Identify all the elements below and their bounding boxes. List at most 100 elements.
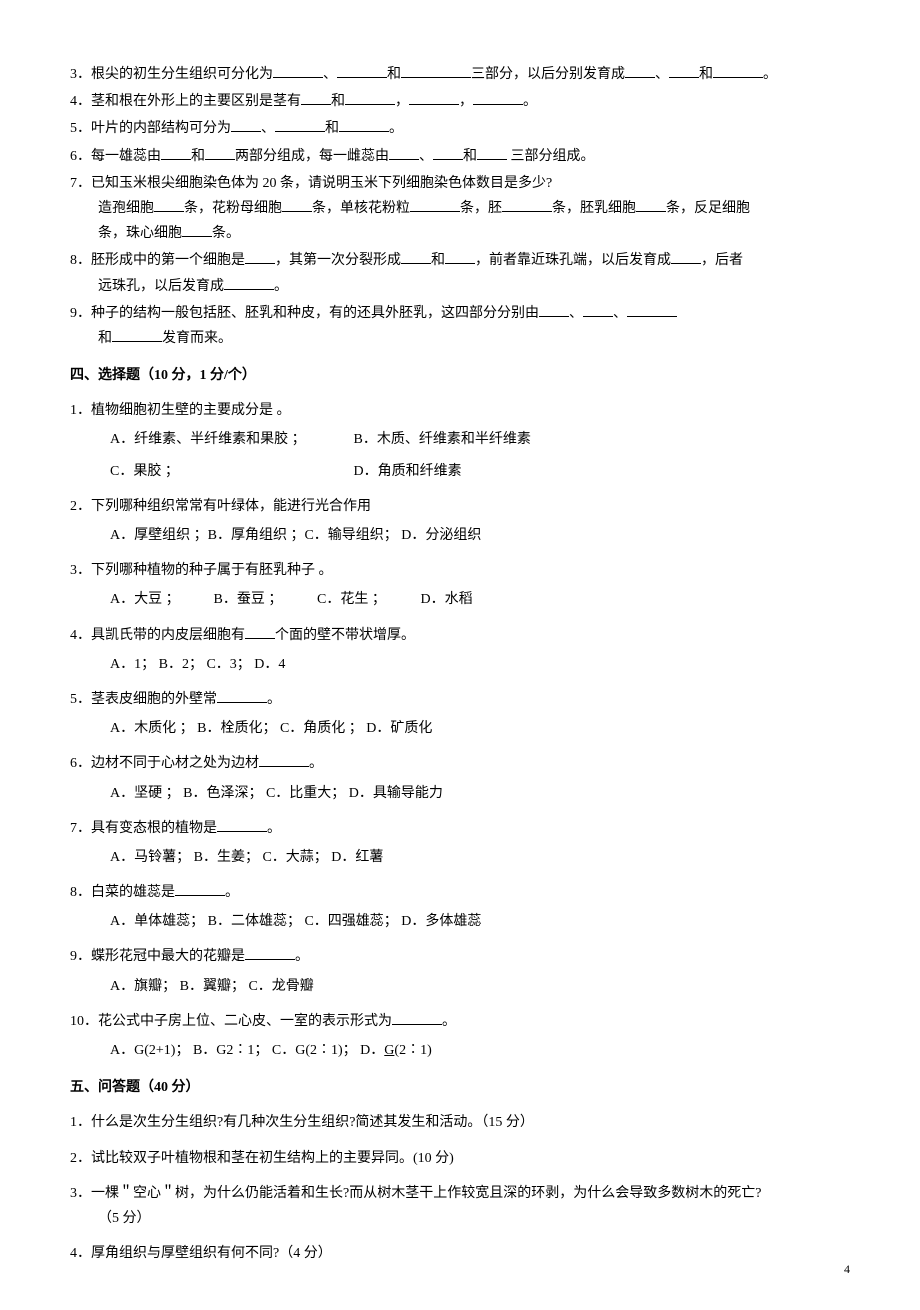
mc-q10-opts: A．G(2+1)； B．G2∶1； C．G(2∶1)； D．G(2∶1) bbox=[70, 1038, 850, 1063]
blank bbox=[410, 197, 460, 212]
essay-q2: 2．试比较双子叶植物根和茎在初生结构上的主要异同。(10 分) bbox=[70, 1146, 850, 1171]
blank bbox=[259, 752, 309, 767]
t: 。 bbox=[442, 1014, 456, 1029]
mc-q7: 7．具有变态根的植物是。 bbox=[70, 816, 850, 841]
q8-line2: 远珠孔，以后发育成 。 bbox=[70, 274, 850, 299]
opt-a: A．纤维素、半纤维素和果胶 ； bbox=[110, 427, 340, 452]
blank bbox=[154, 197, 184, 212]
t: 发育而来。 bbox=[162, 331, 232, 346]
blank bbox=[409, 90, 459, 105]
t: 3．根尖的初生分生组织可分化为 bbox=[70, 67, 273, 82]
t: 和 bbox=[98, 331, 112, 346]
q7-line2: 造孢细胞条，花粉母细胞条，单核花粉粒条，胚条，胚乳细胞条，反足细胞 bbox=[70, 196, 850, 221]
t: 。 bbox=[523, 94, 537, 109]
blank bbox=[433, 145, 463, 160]
blank bbox=[275, 117, 325, 132]
t: 条，胚乳细胞 bbox=[552, 201, 636, 216]
fill-q6: 6．每一雄蕊由和两部分组成，每一雌蕊由、和 三部分组成。 bbox=[70, 144, 850, 169]
opt-b: B．蚕豆 ； bbox=[214, 587, 304, 612]
t: 。 bbox=[389, 121, 403, 136]
t: 和 bbox=[325, 121, 339, 136]
blank bbox=[502, 197, 552, 212]
t: (2∶1) bbox=[394, 1043, 431, 1058]
mc-q3: 3．下列哪种植物的种子属于有胚乳种子 。 bbox=[70, 558, 850, 583]
mc-q5: 5．茎表皮细胞的外壁常 。 bbox=[70, 687, 850, 712]
mc-q2-opts: A．厚壁组织 ；B．厚角组织 ；C．输导组织； D．分泌组织 bbox=[70, 523, 850, 548]
essay-q1: 1．什么是次生分生组织?有几种次生分生组织?简述其发生和活动。（15 分） bbox=[70, 1110, 850, 1135]
mc-q1: 1．植物细胞初生壁的主要成分是 。 bbox=[70, 398, 850, 423]
t: 和 bbox=[463, 149, 477, 164]
t: 5．叶片的内部结构可分为 bbox=[70, 121, 231, 136]
blank bbox=[182, 222, 212, 237]
t: 。 bbox=[295, 949, 309, 964]
blank bbox=[669, 63, 699, 78]
blank bbox=[671, 249, 701, 264]
blank bbox=[583, 302, 613, 317]
blank bbox=[224, 275, 274, 290]
t: 、 bbox=[655, 67, 669, 82]
q7-line3: 条，珠心细胞条。 bbox=[70, 221, 850, 246]
opt-d-under: G bbox=[384, 1043, 394, 1058]
opt-c: C．花生 ； bbox=[317, 587, 407, 612]
t: 6．边材不同于心材之处为边材 bbox=[70, 756, 259, 771]
mc-q7-opts: A．马铃薯； B．生姜； C．大蒜； D．红薯 bbox=[70, 845, 850, 870]
opt-c: C．果胶 ； bbox=[110, 459, 340, 484]
t: 4．茎和根在外形上的主要区别是茎有 bbox=[70, 94, 301, 109]
blank bbox=[245, 945, 295, 960]
t: 、 bbox=[419, 149, 433, 164]
blank bbox=[713, 63, 763, 78]
blank bbox=[636, 197, 666, 212]
t: 、 bbox=[261, 121, 275, 136]
blank bbox=[627, 302, 677, 317]
t: 。 bbox=[763, 67, 777, 82]
t: 。 bbox=[267, 821, 281, 836]
t: 条，珠心细胞 bbox=[98, 226, 182, 241]
mc-q1-opts2: C．果胶 ； D．角质和纤维素 bbox=[70, 459, 850, 484]
t: A．G(2+1)； B．G2∶1； C．G(2∶1)； D． bbox=[110, 1043, 384, 1058]
blank bbox=[539, 302, 569, 317]
t: ，前者靠近珠孔端，以后发育成 bbox=[475, 253, 671, 268]
t: 10．花公式中子房上位、二心皮、一室的表示形式为 bbox=[70, 1014, 392, 1029]
blank bbox=[625, 63, 655, 78]
blank bbox=[339, 117, 389, 132]
t: 条，反足细胞 bbox=[666, 201, 750, 216]
fill-q7: 7．已知玉米根尖细胞染色体为 20 条，请说明玉米下列细胞染色体数目是多少? 造… bbox=[70, 171, 850, 247]
mc-q3-opts: A．大豆 ； B．蚕豆 ； C．花生 ； D．水稻 bbox=[70, 587, 850, 612]
blank bbox=[245, 249, 275, 264]
blank bbox=[205, 145, 235, 160]
blank bbox=[401, 249, 431, 264]
mc-q8: 8．白菜的雄蕊是。 bbox=[70, 880, 850, 905]
essay-q3: 3．一棵＂空心＂树，为什么仍能活着和生长?而从树木茎干上作较宽且深的环剥，为什么… bbox=[70, 1181, 850, 1231]
section5-head: 五、问答题（40 分） bbox=[70, 1075, 850, 1100]
mc-q9-opts: A．旗瓣； B．翼瓣； C．龙骨瓣 bbox=[70, 974, 850, 999]
t: 条，单核花粉粒 bbox=[312, 201, 410, 216]
fill-q8: 8．胚形成中的第一个细胞是，其第一次分裂形成和，前者靠近珠孔端，以后发育成，后者… bbox=[70, 248, 850, 298]
blank bbox=[345, 90, 395, 105]
blank bbox=[389, 145, 419, 160]
t: 远珠孔，以后发育成 bbox=[98, 279, 224, 294]
blank bbox=[217, 817, 267, 832]
t: 。 bbox=[274, 279, 288, 294]
mc-q6-opts: A．坚硬 ； B．色泽深； C．比重大； D．具输导能力 bbox=[70, 781, 850, 806]
t: 4．具凯氏带的内皮层细胞有 bbox=[70, 628, 245, 643]
t: 6．每一雄蕊由 bbox=[70, 149, 161, 164]
mc-q8-opts: A．单体雄蕊； B．二体雄蕊； C．四强雄蕊； D．多体雄蕊 bbox=[70, 909, 850, 934]
blank bbox=[161, 145, 191, 160]
t: 两部分组成，每一雌蕊由 bbox=[235, 149, 389, 164]
t: ， bbox=[459, 94, 473, 109]
opt-d: D．水稻 bbox=[421, 587, 473, 612]
t: 5．茎表皮细胞的外壁常 bbox=[70, 692, 217, 707]
blank bbox=[217, 688, 267, 703]
blank bbox=[112, 327, 162, 342]
blank bbox=[175, 881, 225, 896]
t: 三部分，以后分别发育成 bbox=[471, 67, 625, 82]
t: 、 bbox=[569, 306, 583, 321]
t: 8．胚形成中的第一个细胞是 bbox=[70, 253, 245, 268]
t: 。 bbox=[267, 692, 281, 707]
blank bbox=[401, 63, 471, 78]
t: 和 bbox=[331, 94, 345, 109]
page-number: 4 bbox=[844, 1259, 850, 1281]
t: 8．白菜的雄蕊是 bbox=[70, 885, 175, 900]
t: 个面的壁不带状增厚。 bbox=[275, 628, 415, 643]
mc-q4-opts: A．1； B．2； C．3； D．4 bbox=[70, 652, 850, 677]
